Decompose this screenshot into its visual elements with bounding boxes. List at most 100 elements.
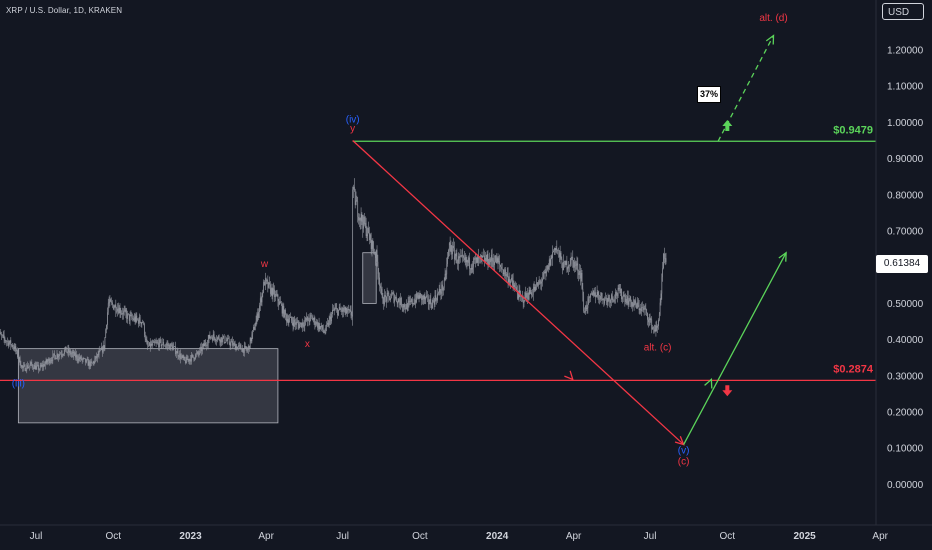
candle-body (41, 364, 43, 367)
candle-body (273, 288, 275, 290)
time-tick-label: Apr (566, 531, 582, 542)
candle-body (485, 258, 486, 263)
candle-body (325, 326, 327, 333)
candle-body (559, 252, 561, 258)
candle-body (264, 281, 265, 286)
candle-body (320, 326, 322, 328)
candle-body (102, 345, 104, 353)
candle-body (589, 296, 590, 298)
candle-body (466, 260, 468, 263)
candle-body (644, 308, 646, 310)
candle-body (14, 346, 16, 349)
candle-body (620, 288, 621, 293)
candle-body (348, 308, 349, 311)
candle-body (222, 337, 223, 343)
candle-body (336, 308, 338, 309)
wave-label-2: x (305, 339, 310, 350)
candle-body (21, 365, 23, 368)
candle-body (276, 294, 278, 296)
candle-body (342, 307, 343, 312)
candle-body (236, 346, 238, 350)
candle-body (81, 356, 82, 360)
candle-body (555, 248, 557, 251)
candle-body (187, 359, 189, 361)
projection-line-0[interactable] (352, 140, 685, 446)
projection-line-1[interactable] (683, 252, 787, 445)
candle-body (31, 362, 33, 365)
candle-body (387, 292, 389, 294)
candle-body (180, 353, 181, 359)
candle-body (631, 302, 632, 307)
candle-body (97, 354, 99, 356)
candle-body (380, 288, 382, 289)
candle-body (427, 295, 428, 297)
candle-body (301, 322, 303, 328)
candle-body (574, 261, 576, 266)
price-tick-label: 0.10000 (887, 444, 924, 455)
candle-body (168, 344, 170, 346)
candle-body (477, 256, 479, 263)
candle-body (389, 296, 390, 301)
candle-body (244, 345, 246, 347)
candle-body (288, 320, 290, 324)
projection-arrow-2 (765, 34, 775, 45)
candle-body (200, 346, 201, 350)
candle-body (659, 302, 661, 315)
candle-body (10, 340, 12, 346)
candle-body (379, 277, 380, 286)
candle-body (615, 292, 616, 299)
candle-body (340, 309, 342, 311)
candle-body (627, 296, 628, 304)
candle-body (582, 288, 584, 296)
time-tick-label: Oct (720, 531, 736, 542)
candle-body (372, 240, 374, 248)
candle-body (169, 344, 170, 350)
candle-body (420, 293, 422, 295)
candle-body (181, 355, 183, 357)
candle-body (270, 284, 271, 294)
time-axis[interactable]: Jul Oct 2023 Apr Jul Oct 2024 Apr Jul Oct 2025 Apr (30, 531, 889, 542)
candle-body (460, 256, 462, 257)
candle-body (242, 348, 243, 352)
candle-body (252, 330, 254, 335)
candle-body (23, 365, 25, 366)
candle-body (592, 290, 594, 295)
candle-body (536, 282, 537, 285)
candle-body (109, 299, 111, 303)
candle-body (250, 337, 252, 342)
candle-body (383, 303, 385, 305)
candle-body (211, 336, 212, 338)
candle-body (433, 300, 435, 305)
candle-body (603, 299, 605, 304)
candle-body (562, 267, 564, 271)
candle-body (614, 298, 616, 300)
currency-button[interactable]: USD (882, 3, 924, 20)
candle-body (585, 305, 586, 313)
candle-body (134, 317, 136, 322)
candle-body (114, 304, 116, 308)
candle-body (656, 325, 658, 328)
candle-body (542, 278, 543, 282)
candle-body (192, 354, 194, 358)
candle-body (556, 248, 558, 251)
projection-arrow-1 (778, 251, 787, 262)
candle-body (39, 365, 41, 370)
candle-body (502, 269, 504, 275)
candle-body (231, 341, 233, 343)
candle-body (170, 343, 171, 350)
candle-body (5, 340, 7, 342)
candle-body (591, 293, 593, 295)
candle-body (196, 353, 197, 355)
candle-body (11, 344, 12, 346)
candle-body (529, 290, 531, 294)
candle-body (385, 297, 387, 302)
candle-body (3, 334, 5, 339)
candle-body (633, 303, 635, 306)
candle-body (569, 264, 571, 266)
candle-body (107, 312, 108, 325)
candle-body (405, 307, 406, 310)
candle-body (444, 273, 446, 280)
candle-body (532, 294, 533, 296)
candle-body (117, 308, 118, 312)
